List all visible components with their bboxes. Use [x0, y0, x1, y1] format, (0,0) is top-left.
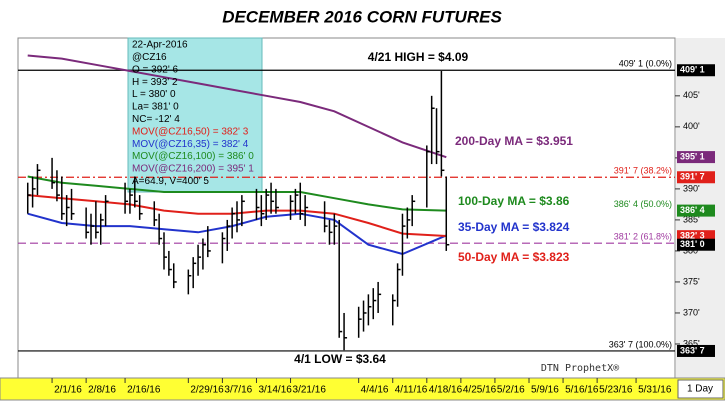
- info-line: MOV(@CZ16,50) = 382' 3: [132, 126, 249, 137]
- x-tick-label: 5/31/16: [638, 385, 672, 396]
- price-marker: [677, 204, 715, 217]
- info-line: @CZ16: [132, 52, 167, 63]
- info-line: MOV(@CZ16,100) = 386' 0: [132, 151, 254, 162]
- info-line: MOV(@CZ16,35) = 382' 4: [132, 139, 249, 150]
- info-line: 22-Apr-2016: [132, 40, 188, 51]
- x-tick-label: 4/11/16: [395, 385, 428, 396]
- info-line: MOV(@CZ16,200) = 395' 1: [132, 164, 254, 175]
- y-tick-label: 385': [683, 214, 700, 224]
- price-marker: [677, 151, 715, 164]
- x-tick-label: 4/25/16: [463, 385, 497, 396]
- info-box: [127, 37, 263, 193]
- price-marker: [677, 344, 715, 357]
- level-label: 381' 2 (61.8%): [614, 232, 672, 242]
- y-tick-label: 400': [683, 121, 700, 131]
- info-line: NC= -12' 4: [132, 114, 180, 125]
- x-tick-label: 5/2/16: [497, 385, 525, 396]
- level-label: 391' 7 (38.2%): [614, 166, 672, 176]
- price-marker-label: 409' 1: [680, 65, 705, 75]
- level-label: 386' 4 (50.0%): [614, 199, 672, 209]
- interval-label: 1 Day: [687, 384, 713, 395]
- price-marker: [677, 238, 715, 251]
- y-tick-label: 365': [683, 338, 700, 348]
- y-tick-label: 405': [683, 90, 700, 100]
- x-tick-label: 2/1/16: [54, 385, 82, 396]
- info-line: H = 393' 2: [132, 77, 178, 88]
- price-marker-label: 363' 7: [680, 345, 705, 355]
- level-label: 363' 7 (100.0%): [609, 339, 672, 349]
- x-tick-label: 5/16/16: [565, 385, 599, 396]
- level-label: 409' 1 (0.0%): [619, 59, 672, 69]
- price-marker: [677, 64, 715, 77]
- y-tick-label: 375': [683, 276, 700, 286]
- info-line: O = 392' 6: [132, 64, 179, 75]
- x-tick-label: 3/21/16: [293, 385, 327, 396]
- ma-label: 35-Day MA = $3.824: [458, 220, 570, 234]
- x-tick-label: 4/18/16: [429, 385, 463, 396]
- info-line: La= 381' 0: [132, 102, 179, 113]
- interval-box: [677, 379, 724, 399]
- price-marker-label: 381' 0: [680, 239, 705, 249]
- date-axis: [0, 377, 725, 401]
- chart-title: DECEMBER 2016 CORN FUTURES: [222, 7, 502, 26]
- y-tick-label: 370': [683, 307, 700, 317]
- watermark: DTN ProphetX®: [541, 363, 620, 374]
- price-marker-label: 395' 1: [680, 151, 705, 161]
- x-tick-label: 3/7/16: [224, 385, 252, 396]
- x-tick-label: 5/23/16: [599, 385, 633, 396]
- ma-label: 100-Day MA = $3.86: [458, 194, 570, 208]
- x-tick-label: 4/4/16: [361, 385, 389, 396]
- x-tick-label: 2/29/16: [190, 385, 224, 396]
- x-tick-label: 2/16/16: [127, 385, 161, 396]
- ma-label: 200-Day MA = $3.951: [455, 134, 573, 148]
- annotation: 4/1 LOW = $3.64: [294, 352, 386, 366]
- ma-line: [27, 175, 447, 212]
- x-tick-label: 3/14/16: [258, 385, 292, 396]
- annotation: 4/21 HIGH = $4.09: [368, 50, 469, 64]
- price-marker-label: 382' 3: [680, 231, 705, 241]
- info-line: L = 380' 0: [132, 89, 176, 100]
- info-line: A=64.9, V=400' 5: [132, 176, 209, 187]
- x-tick-label: 5/9/16: [531, 385, 559, 396]
- ma-line: [27, 54, 447, 159]
- price-marker: [677, 171, 715, 184]
- x-tick-label: 2/8/16: [88, 385, 116, 396]
- y-tick-label: 390': [683, 183, 700, 193]
- plot-area: [17, 37, 676, 379]
- ma-label: 50-Day MA = $3.823: [458, 250, 570, 264]
- price-marker-label: 391' 7: [680, 172, 705, 182]
- price-marker-label: 386' 4: [680, 205, 705, 215]
